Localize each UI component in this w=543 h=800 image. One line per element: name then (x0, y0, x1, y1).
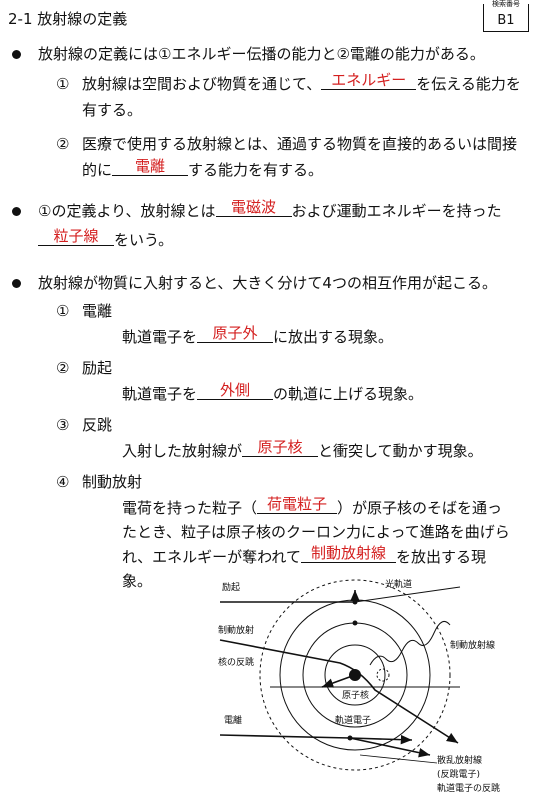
bremsstrahlung-track (219, 639, 459, 744)
diagram-label: 励起 (222, 582, 240, 593)
sub-head: ① 電離 (56, 298, 531, 324)
scattered (349, 737, 431, 758)
answer: 電磁波 (215, 198, 292, 217)
sub-head: ③ 反跳 (56, 412, 531, 438)
atom (259, 579, 451, 771)
electron-recoil (349, 734, 413, 745)
bremsstrahlung-photon (369, 620, 451, 666)
text: を放出する現象。 (122, 548, 486, 590)
badge: 検索番号 B1 (483, 0, 529, 32)
text: ①の定義より、放射線とは (38, 202, 216, 220)
marker: ② (56, 135, 70, 153)
marker: ② (56, 359, 70, 377)
answer: 原子核 (242, 438, 319, 457)
electron (347, 735, 353, 741)
badge-label: 検索番号 (490, 0, 522, 9)
text: 医療で使用する放射線とは、通過する物質を直接的あるいは間接的に (82, 135, 518, 179)
answer: 制動放射線 (300, 544, 396, 563)
electron (352, 620, 358, 626)
content: 放射線の定義には①エネルギー伝播の能力と②電離の能力がある。 ① 放射線は空間および… (0, 40, 543, 607)
text: 放射線は空間および物質を通じて、 (82, 75, 322, 93)
text: ）が原子核のそばを通ったとき、粒子は原子核のクーロン力によって進路を曲げられ、エ… (122, 499, 510, 566)
item: ② 医療で使用する放射線とは、通過する物質を直接的あるいは間接的に 電離 する能力を有… (56, 131, 531, 183)
outer-orbit (259, 579, 451, 771)
bullet: ①の定義より、放射線とは 電磁波 および運動エネルギーを持った粒子線 をいう。 (0, 197, 543, 255)
orbit (324, 644, 386, 706)
text: 放射線の定義には①エネルギー伝播の能力と②電離の能力がある。 (38, 45, 485, 63)
text: をいう。 (114, 231, 174, 249)
diagram-label: 原子核 (342, 689, 369, 701)
sub-head: ④ 制動放射 (56, 469, 531, 495)
diagram-label: 電離 (224, 714, 242, 726)
sub-head: ② 励起 (56, 355, 531, 381)
bullet: 放射線が物質に入射すると、大きく分けて4つの相互作用が起こる。 ① 電離 軌道電子を原… (0, 269, 543, 593)
diagram-label: 軌道電子 (335, 714, 371, 726)
marker: ① (56, 75, 70, 93)
text: を伝える能力を有する。 (82, 75, 521, 119)
answer: エネルギー (321, 71, 417, 90)
electron (352, 599, 358, 605)
marker: ④ (56, 473, 70, 491)
text: する能力を有する。 (188, 161, 324, 179)
diagram-label: 光軌道 (385, 578, 412, 590)
text: 電荷を持った粒子（ (122, 499, 258, 517)
answer: 荷電粒子 (257, 495, 338, 514)
nucleus (349, 669, 361, 681)
sub-body: 軌道電子を 外側 の軌道に上げる現象。 (122, 381, 531, 406)
text: および運動エネルギーを持った (291, 202, 502, 220)
header-title: 2-1 放射線の定義 (8, 10, 128, 28)
text: に放出する現象。 (273, 328, 394, 346)
answer: 原子外 (197, 324, 274, 343)
photon-orbit (354, 586, 461, 603)
bullet: 放射線の定義には①エネルギー伝播の能力と②電離の能力がある。 ① 放射線は空間および… (0, 40, 543, 183)
diagram: 励起 光軌道 制動放射 制動放射線 核の反跳 原子核 電離 軌道電子 散乱放射線… (218, 578, 500, 794)
diagram-label: 制動放射 (218, 624, 254, 636)
diagram-label: (反跳電子) (437, 768, 480, 780)
ionization-track (219, 734, 351, 739)
marker: ① (56, 302, 70, 320)
sub-body: 電荷を持った粒子（ 荷電粒子 ）が原子核のそばを通ったとき、粒子は原子核のクーロン力… (122, 495, 531, 593)
diagram-label: 軌道電子の反跳 (437, 782, 500, 794)
item: ① 放射線は空間および物質を通じて、 エネルギー を伝える能力を有する。 (56, 71, 531, 123)
text: 放射線が物質に入射すると、大きく分けて4つの相互作用が起こる。 (38, 274, 497, 292)
marker: ③ (56, 416, 70, 434)
text: の軌道に上げる現象。 (273, 385, 424, 403)
text: 入射した放射線が (122, 442, 243, 460)
sub-body: 軌道電子を 原子外 に放出する現象。 (122, 324, 531, 349)
sub-name: 反跳 (82, 416, 113, 434)
diagram-label: 核の反跳 (218, 656, 254, 668)
sub-body: 入射した放射線が 原子核 と衝突して動かす現象。 (122, 438, 531, 463)
text: 軌道電子を (122, 385, 198, 403)
tracks (219, 586, 461, 764)
diagram-label: 散乱放射線 (437, 754, 482, 766)
leader (359, 754, 438, 764)
diagram-label: 制動放射線 (450, 639, 495, 651)
badge-code: B1 (497, 13, 515, 28)
recoil-position (376, 668, 390, 682)
sub-name: 励起 (82, 359, 113, 377)
answer: 外側 (197, 381, 274, 400)
answer: 電離 (112, 157, 189, 176)
text: と衝突して動かす現象。 (318, 442, 483, 460)
answer: 粒子線 (38, 227, 114, 246)
sub-name: 制動放射 (82, 473, 143, 491)
sub-name: 電離 (82, 302, 113, 320)
text: 軌道電子を (122, 328, 198, 346)
